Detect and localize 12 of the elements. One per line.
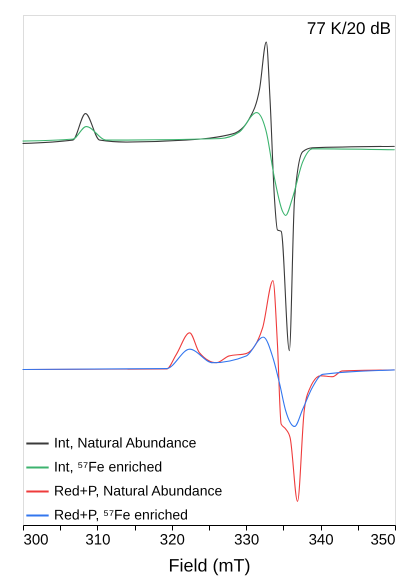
legend-label: Int, ⁵⁷Fe enriched bbox=[54, 458, 162, 474]
x-tick-label: 300 bbox=[24, 532, 49, 548]
x-tick-label: 330 bbox=[234, 532, 260, 548]
legend-label: Int, Natural Abundance bbox=[54, 434, 197, 450]
x-tick-label: 350 bbox=[370, 532, 396, 548]
x-tick-label: 340 bbox=[308, 532, 334, 548]
legend-label: Red+P, ⁵⁷Fe enriched bbox=[54, 506, 188, 522]
x-tick-label: 310 bbox=[85, 532, 110, 548]
text: 77 K/20 dB bbox=[306, 19, 391, 38]
x-tick-label: 320 bbox=[160, 532, 185, 548]
legend-label: Red+P, Natural Abundance bbox=[54, 482, 222, 498]
x-axis-title: Field (mT) bbox=[168, 556, 250, 576]
